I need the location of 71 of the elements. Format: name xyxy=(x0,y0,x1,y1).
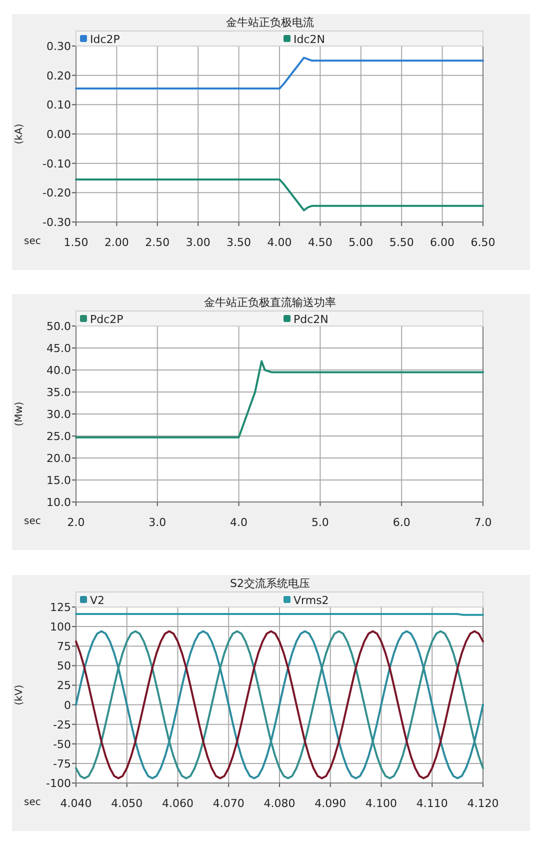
x-tick-label: 5.00 xyxy=(348,236,374,249)
legend-label: V2 xyxy=(90,594,105,607)
y-tick-label: 25 xyxy=(57,679,71,692)
y-tick-label: 50.0 xyxy=(46,320,71,333)
chart-title: 金牛站正负极直流输送功率 xyxy=(204,296,336,309)
y-tick-label: 20.0 xyxy=(46,452,71,465)
x-tick-label: 4.090 xyxy=(314,797,346,810)
y-tick-label: 0.20 xyxy=(46,69,71,82)
y-tick-label: 100 xyxy=(50,620,71,634)
x-tick-label: 3.0 xyxy=(148,516,166,529)
x-tick-label: 4.060 xyxy=(162,797,194,810)
x-tick-label: 4.120 xyxy=(467,797,499,810)
x-tick-label: 1.50 xyxy=(64,236,88,249)
chart-title: 金牛站正负极电流 xyxy=(226,16,314,29)
y-tick-label: -0.30 xyxy=(42,216,71,229)
y-axis-title: (kA) xyxy=(14,124,25,144)
legend-label: Idc2P xyxy=(90,33,120,46)
y-tick-label: 10.0 xyxy=(46,496,71,509)
y-tick-label: 0.10 xyxy=(46,98,71,112)
y-tick-label: 50 xyxy=(57,660,71,673)
x-axis-title: sec xyxy=(24,236,41,247)
x-tick-label: 3.50 xyxy=(226,236,252,249)
y-tick-label: -0.20 xyxy=(42,186,71,200)
x-tick-label: 3.00 xyxy=(186,236,210,249)
x-tick-label: 2.50 xyxy=(145,236,170,249)
y-tick-label: 75 xyxy=(57,640,71,654)
line-series xyxy=(75,360,484,438)
x-tick-label: 4.080 xyxy=(264,797,296,810)
line-series xyxy=(75,630,484,780)
legend-label: Vrms2 xyxy=(294,594,329,607)
y-tick-label: 0.00 xyxy=(46,128,71,141)
x-tick-label: 4.50 xyxy=(308,236,332,249)
y-tick-label: -50 xyxy=(53,738,71,751)
y-tick-label: 40.0 xyxy=(46,364,71,377)
x-tick-label: 4.070 xyxy=(212,797,244,810)
x-tick-label: 4.050 xyxy=(111,797,143,810)
x-tick-label: 4.00 xyxy=(267,236,292,249)
x-tick-label: 6.50 xyxy=(470,236,496,249)
y-tick-label: 30.0 xyxy=(46,408,71,421)
y-tick-label: -0.10 xyxy=(42,157,71,170)
x-tick-label: 5.0 xyxy=(311,516,329,529)
y-tick-label: 0 xyxy=(64,698,71,712)
x-tick-label: 2.00 xyxy=(104,236,129,249)
x-tick-label: 2.0 xyxy=(67,516,85,529)
y-tick-label: 125 xyxy=(50,601,71,614)
y-tick-label: 25.0 xyxy=(46,430,71,443)
legend-label: Pdc2N xyxy=(294,313,328,326)
y-tick-label: -100 xyxy=(46,777,71,790)
legend-label: Idc2N xyxy=(294,33,326,46)
y-tick-label: 15.0 xyxy=(46,474,71,487)
line-series xyxy=(75,56,484,90)
x-axis-title: sec xyxy=(24,516,41,527)
y-tick-label: -75 xyxy=(53,757,71,770)
y-tick-label: -25 xyxy=(53,718,71,732)
y-tick-label: 0.30 xyxy=(46,40,71,53)
chart-title: S2交流系统电压 xyxy=(230,577,310,590)
x-tick-label: 7.0 xyxy=(474,516,492,529)
x-axis-title: sec xyxy=(24,797,41,808)
line-series xyxy=(75,178,484,212)
legend-label: Pdc2P xyxy=(90,313,124,326)
x-tick-label: 4.0 xyxy=(230,516,248,529)
x-tick-label: 6.0 xyxy=(392,516,410,529)
y-axis-title: (Mw) xyxy=(14,402,25,426)
x-tick-label: 5.50 xyxy=(389,236,414,249)
x-tick-label: 4.100 xyxy=(366,797,397,810)
y-tick-label: 45.0 xyxy=(46,342,71,355)
x-tick-label: 4.110 xyxy=(416,797,448,810)
x-tick-label: 6.00 xyxy=(430,236,455,249)
x-tick-label: 4.040 xyxy=(60,797,92,810)
y-axis-title: (kV) xyxy=(14,684,25,706)
y-tick-label: 35.0 xyxy=(46,386,71,399)
